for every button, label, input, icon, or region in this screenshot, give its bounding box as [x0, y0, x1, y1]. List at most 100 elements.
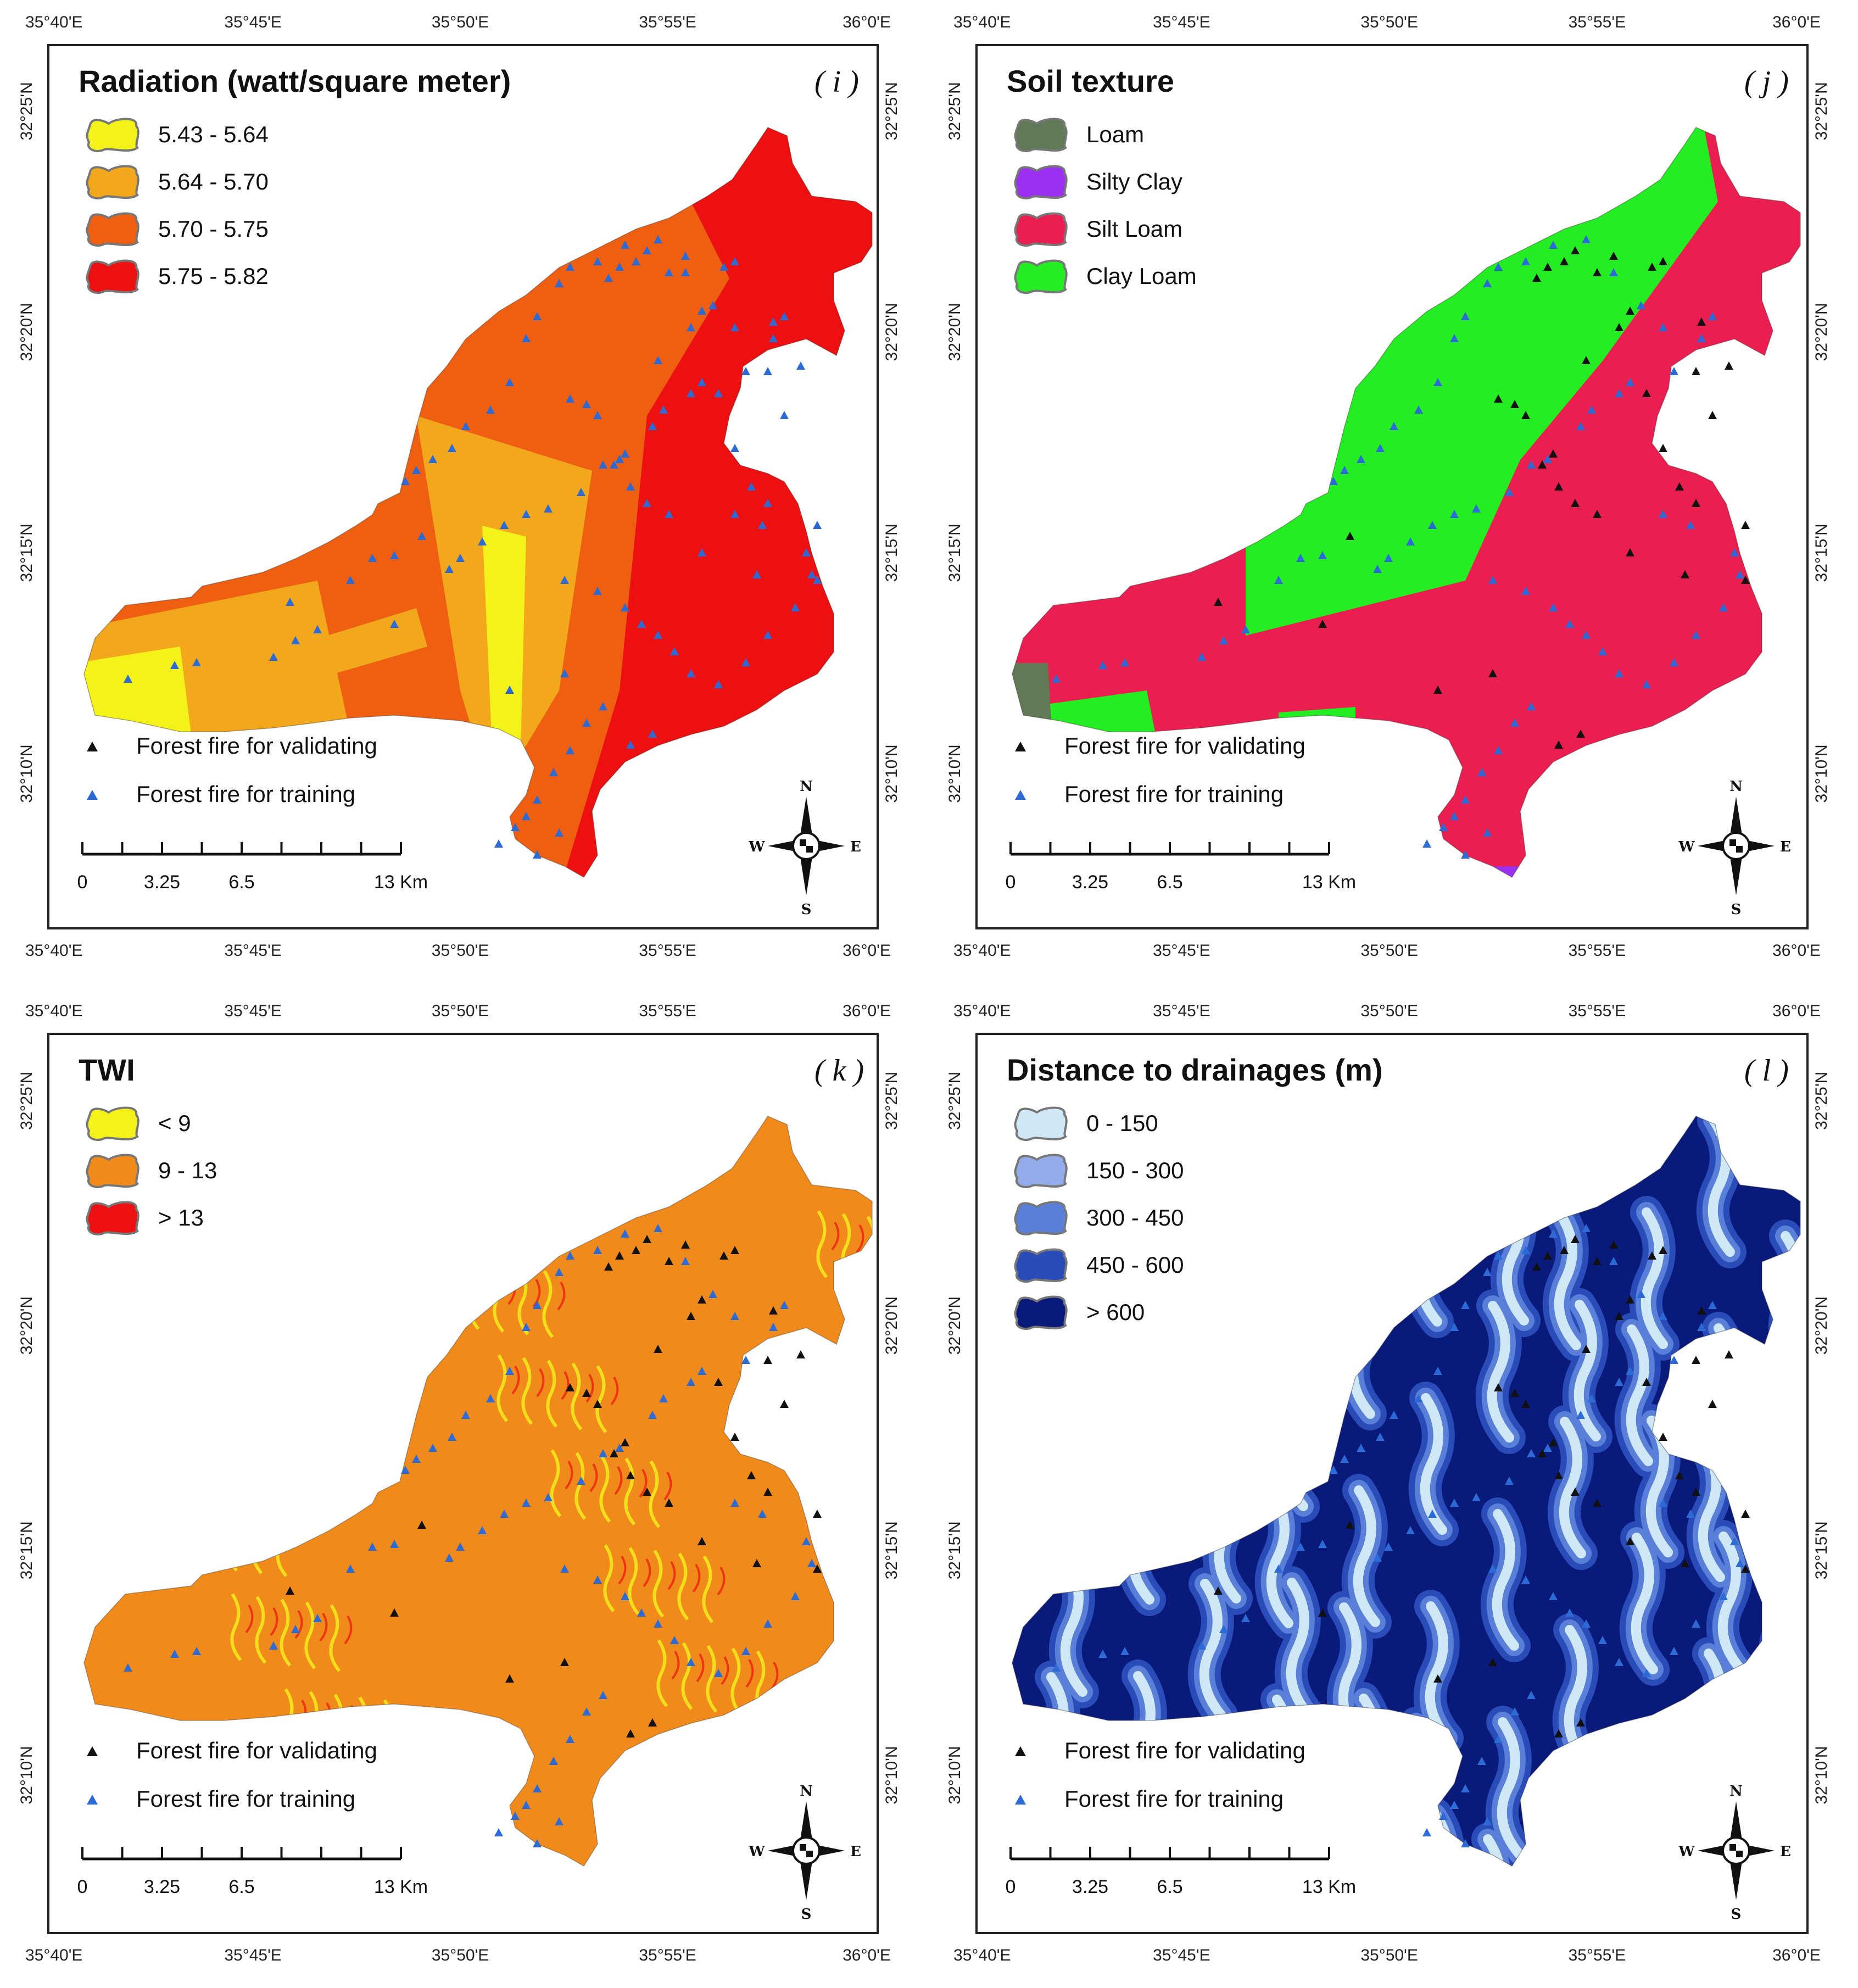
legend-swatch: [1014, 1201, 1068, 1236]
training-point: [599, 702, 607, 710]
validating-point: [626, 1729, 635, 1738]
training-point: [124, 1663, 132, 1672]
twi-low-stream: [677, 1552, 689, 1621]
compass-quad: [806, 846, 813, 853]
validating-point: [1648, 1251, 1656, 1260]
training-point: [763, 367, 772, 375]
training-point: [747, 482, 756, 491]
validating-point: [1725, 1350, 1733, 1358]
training-point: [560, 669, 569, 677]
training-point: [1494, 263, 1503, 271]
training-point: [1461, 795, 1470, 804]
scale-label: 0: [77, 1876, 88, 1897]
training-point: [643, 499, 651, 507]
legend-swatch: [1014, 1248, 1068, 1283]
training-point: [1439, 1812, 1448, 1820]
training-point: [1340, 466, 1349, 474]
radiation-zone-mid: [186, 608, 427, 712]
lat-label-left: 32°25'N: [946, 82, 964, 140]
validating-point: [1609, 252, 1618, 260]
training-point: [621, 603, 629, 611]
training-point: [1615, 1658, 1623, 1666]
legend-label: 5.75 - 5.82: [158, 263, 269, 289]
panel-title: Radiation (watt/square meter): [79, 64, 511, 98]
legend-label: Loam: [1086, 121, 1144, 147]
twi-low-stream: [706, 1645, 718, 1713]
validating-point: [665, 1257, 673, 1265]
training-point: [1219, 636, 1228, 644]
training-point: [500, 521, 509, 529]
training-point: [1274, 1564, 1283, 1573]
panel-title: Soil texture: [1007, 64, 1174, 98]
training-point: [445, 1553, 454, 1562]
lat-label-right: 32°20'N: [1812, 303, 1831, 361]
lat-label-right: 32°25'N: [1812, 82, 1831, 140]
scale-label: 0: [77, 872, 88, 893]
training-point: [1450, 1801, 1459, 1809]
validating-point: [505, 1674, 514, 1683]
validating-point: [632, 1246, 640, 1254]
validating-point: [780, 1400, 789, 1408]
legend-swatch: [1014, 1106, 1068, 1141]
training-point: [1609, 268, 1618, 276]
validating-point: [654, 1345, 662, 1353]
validating-point: [681, 1240, 690, 1249]
lon-label-top: 35°40'E: [25, 1002, 82, 1020]
compass-e: E: [850, 839, 861, 855]
training-point: [448, 444, 456, 452]
validating-point: [390, 1608, 399, 1617]
training-point: [401, 477, 410, 485]
training-point: [1450, 1499, 1459, 1507]
training-point: [1120, 658, 1129, 666]
lat-label-right: 32°15'N: [1812, 524, 1831, 582]
twi-low-stream: [681, 1642, 693, 1710]
training-point: [566, 746, 574, 754]
training-point: [758, 1510, 767, 1518]
training-point: [582, 400, 591, 408]
lat-label-left: 32°20'N: [946, 1296, 964, 1355]
training-point: [1626, 1367, 1634, 1375]
compass-quad: [1729, 839, 1736, 846]
training-point: [1549, 1592, 1558, 1600]
twi-high-stream: [881, 1228, 888, 1255]
validating-point: [1697, 318, 1706, 326]
validating-point: [1741, 1510, 1750, 1518]
validating-point: [1681, 1559, 1689, 1567]
training-point: [741, 1356, 750, 1364]
training-point: [1505, 1477, 1514, 1485]
training-point: [1098, 661, 1107, 669]
training-point: [632, 257, 640, 265]
legend-swatch: [1014, 212, 1068, 247]
validating-point: [813, 1510, 822, 1518]
training-point: [1670, 367, 1678, 375]
training-point: [549, 768, 558, 776]
training-point: [791, 603, 800, 611]
twi-high-stream: [856, 1224, 864, 1254]
compass-w: W: [1678, 839, 1695, 855]
validating-point: [1433, 1674, 1442, 1683]
training-point: [687, 389, 695, 397]
drainage-band-0-150: [1626, 1324, 1653, 1466]
validating-point: [643, 1488, 651, 1496]
training-point: [522, 1801, 531, 1809]
training-point: [1384, 554, 1393, 562]
lon-label-top: 35°40'E: [953, 13, 1011, 31]
training-point: [730, 444, 739, 452]
training-point: [1241, 1614, 1250, 1622]
training-point: [1241, 625, 1250, 633]
training-point: [533, 1839, 542, 1847]
validating-point: [615, 1251, 624, 1260]
lon-label-bottom: 35°55'E: [1569, 942, 1626, 960]
twi-low-stream: [521, 1357, 533, 1425]
twi-high-stream: [614, 1466, 623, 1495]
training-point: [698, 1367, 706, 1375]
lat-label-left: 32°25'N: [946, 1072, 964, 1130]
lat-label-right: 32°20'N: [1812, 1296, 1831, 1355]
validating-point: [730, 1246, 739, 1254]
legend-swatch: [86, 212, 140, 247]
scale-label: 3.25: [144, 1876, 180, 1897]
validating-point: [1571, 1235, 1580, 1243]
twi-low-stream: [550, 1449, 562, 1517]
twi-low-stream: [816, 1210, 828, 1278]
lat-label-left: 32°10'N: [946, 1746, 964, 1805]
